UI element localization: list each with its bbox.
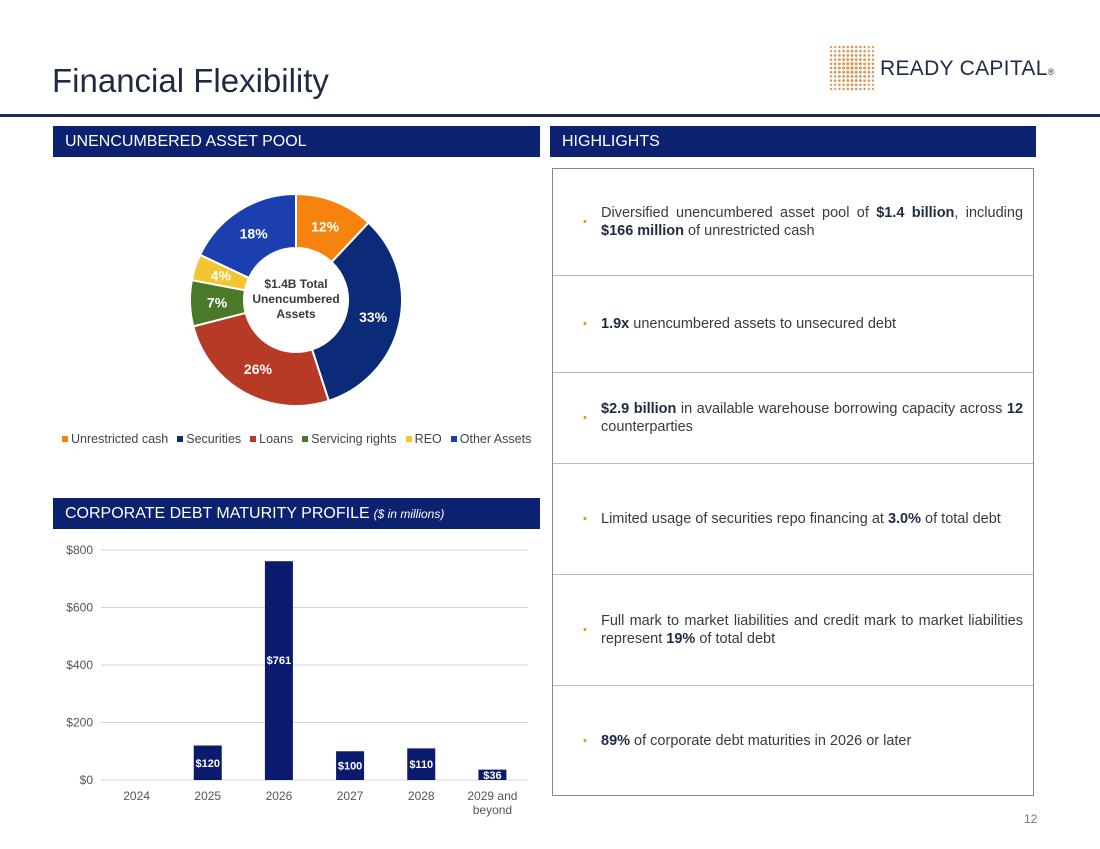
legend-swatch: [450, 436, 457, 442]
highlight-text: Limited usage of securities repo financi…: [601, 511, 1001, 527]
donut-slice-other-assets: [198, 192, 297, 280]
y-tick-label: $0: [80, 773, 94, 787]
highlight-item: • Diversified unencumbered asset pool of …: [553, 169, 1033, 276]
highlight-item: • Full mark to market liabilities and cre…: [553, 575, 1033, 686]
legend-item-loans: Loans: [250, 432, 293, 446]
bar-2027: [336, 751, 365, 780]
highlight-text: Diversified unencumbered asset pool of $…: [601, 205, 1024, 239]
y-tick-label: $400: [66, 658, 93, 672]
highlight-item: • Limited usage of securities repo financ…: [553, 464, 1033, 575]
bar-2026: [264, 561, 293, 780]
legend-item-unrestricted-cash: Unrestricted cash: [62, 432, 168, 446]
donut-center-label: Unencumbered: [252, 292, 339, 306]
donut-slice-securities: [310, 221, 403, 403]
donut-slice-label: 12%: [311, 219, 340, 235]
x-tick-label: beyond: [473, 803, 512, 817]
y-tick-label: $800: [66, 543, 93, 557]
asset-pool-header-label: UNENCUMBERED ASSET POOL: [65, 133, 307, 150]
highlights-box: • Diversified unencumbered asset pool of …: [552, 168, 1034, 796]
legend-swatch: [405, 436, 412, 442]
bullet-icon: •: [583, 734, 587, 747]
highlights-header-label: HIGHLIGHTS: [562, 133, 660, 150]
legend-label: REO: [414, 432, 442, 446]
x-tick-label: 2026: [266, 789, 293, 803]
bar-data-label: $100: [338, 761, 362, 773]
x-tick-label: 2024: [123, 789, 150, 803]
highlight-item: • $2.9 billion in available warehouse bor…: [553, 373, 1033, 464]
legend-swatch: [62, 436, 68, 442]
company-logo: READY CAPITAL®: [828, 44, 1058, 94]
debt-maturity-bar-chart: $0 $200 $400 $600 $800 2024 $120 2025 $761 2026 $1…: [66, 543, 528, 817]
legend-swatch: [250, 436, 257, 442]
bar-data-label: $761: [267, 655, 291, 667]
title-divider: [0, 114, 1100, 117]
page-title: Financial Flexibility: [52, 62, 329, 99]
debt-profile-header: CORPORATE DEBT MATURITY PROFILE ($ in mil…: [53, 498, 540, 529]
legend-item-servicing-rights: Servicing rights: [302, 432, 397, 446]
x-tick-label: 2028: [408, 789, 435, 803]
highlight-text: $2.9 billion in available warehouse borr…: [601, 401, 1024, 435]
bullet-icon: •: [583, 412, 587, 424]
donut-legend: Unrestricted cash Securities Loans Servicin…: [62, 432, 540, 446]
legend-label: Other Assets: [459, 432, 532, 446]
y-tick-label: $600: [66, 601, 93, 615]
bar-2025: [193, 745, 222, 780]
donut-slice-label: 7%: [207, 294, 228, 310]
legend-item-other-assets: Other Assets: [450, 432, 532, 446]
registered-mark: ®: [1047, 67, 1055, 77]
bullet-icon: •: [583, 513, 587, 525]
bar-data-label: $120: [196, 758, 220, 770]
debt-profile-unit: ($ in millions): [373, 507, 445, 521]
highlight-item: • 89% of corporate debt maturities in 202…: [553, 686, 1033, 795]
bar-2029-and-beyond: [478, 769, 507, 780]
donut-slice-loans: [192, 311, 331, 407]
logo-mark-icon: [829, 45, 875, 91]
donut-slice-label: 18%: [240, 225, 269, 241]
legend-swatch: [302, 436, 309, 442]
highlight-text: Full mark to market liabilities and cred…: [601, 613, 1023, 647]
asset-pool-header: UNENCUMBERED ASSET POOL: [53, 126, 540, 157]
donut-slice-label: 33%: [359, 309, 388, 325]
logo-text: READY CAPITAL®: [880, 57, 1055, 81]
asset-pool-donut-chart: 12% 33% 26% 7% 4% 18% $1.4B TotalUnencumberedA…: [189, 192, 403, 407]
highlight-item: • 1.9x unencumbered assets to unsecured d…: [553, 276, 1033, 373]
page-number: 12: [1024, 812, 1038, 826]
legend-item-reo: REO: [405, 432, 442, 446]
highlight-text: 89% of corporate debt maturities in 2026…: [601, 732, 912, 749]
bullet-icon: •: [583, 216, 587, 228]
bar-data-label: $110: [409, 759, 433, 771]
donut-slice-label: 26%: [244, 361, 273, 377]
bullet-icon: •: [583, 624, 587, 636]
x-tick-label: 2025: [194, 789, 221, 803]
legend-label: Securities: [186, 432, 242, 446]
donut-center-label: $1.4B Total: [264, 277, 327, 291]
highlight-text: 1.9x unencumbered assets to unsecured de…: [601, 316, 897, 332]
donut-slice-label: 4%: [211, 268, 232, 284]
x-tick-label: 2029 and: [467, 789, 517, 803]
y-tick-label: $200: [66, 716, 93, 730]
x-tick-label: 2027: [337, 789, 364, 803]
donut-center-label: Assets: [276, 307, 316, 321]
debt-profile-header-label: CORPORATE DEBT MATURITY PROFILE: [65, 505, 370, 522]
legend-label: Servicing rights: [311, 432, 397, 446]
bar-data-label: $36: [483, 770, 501, 782]
legend-label: Unrestricted cash: [71, 432, 169, 446]
bullet-icon: •: [583, 318, 587, 330]
legend-label: Loans: [259, 432, 294, 446]
legend-item-securities: Securities: [177, 432, 241, 446]
highlights-header: HIGHLIGHTS: [550, 126, 1036, 157]
bar-2028: [407, 748, 436, 780]
logo-wordmark: READY CAPITAL: [880, 57, 1048, 80]
legend-swatch: [177, 436, 184, 442]
